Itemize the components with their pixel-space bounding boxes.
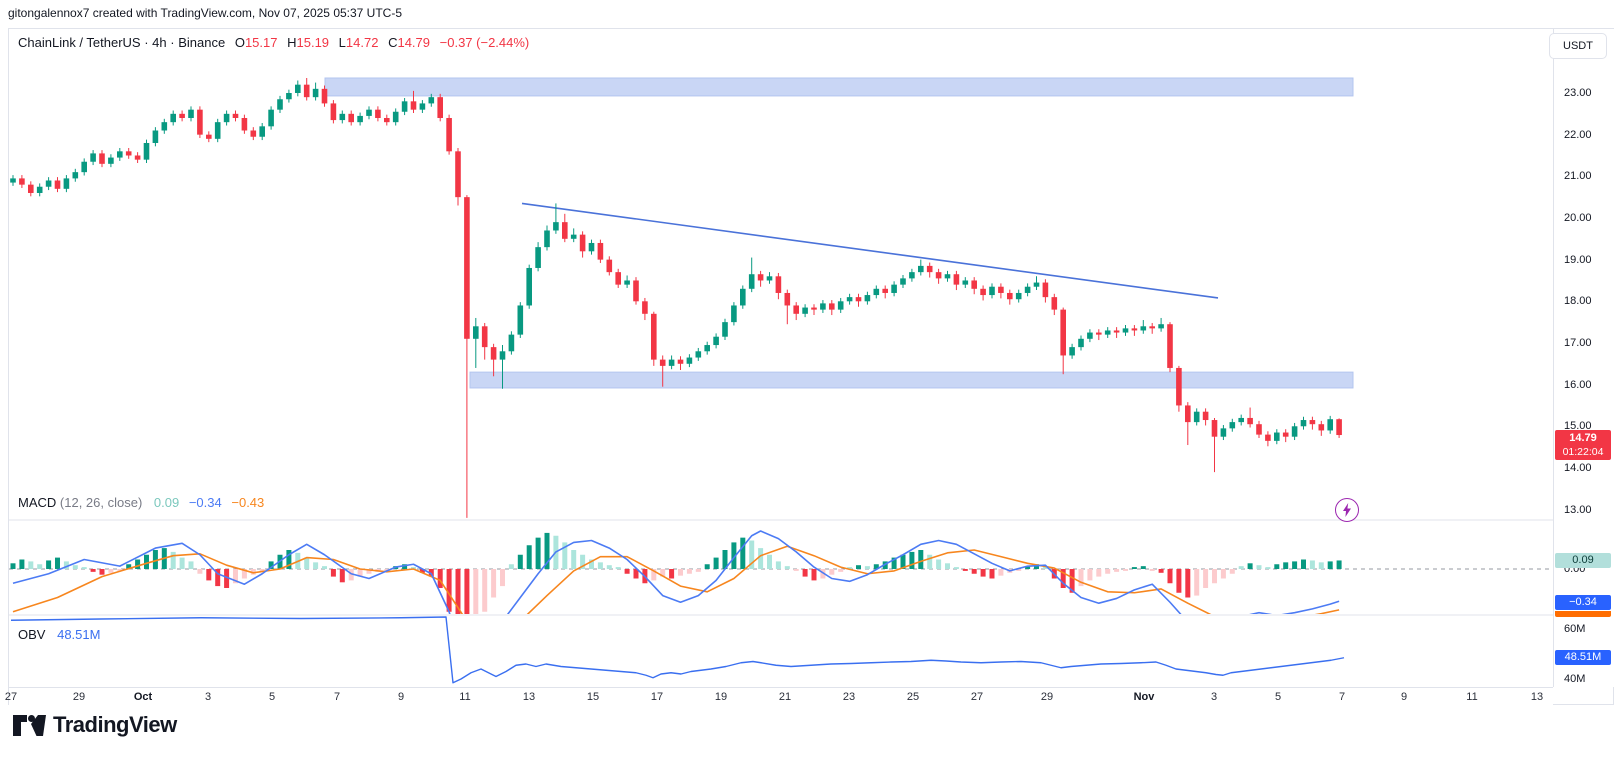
- obv-pane: [10, 616, 1345, 684]
- price-axis[interactable]: 0.09 0.00 −0.34 60M 48.51M 40M 14.79 01:…: [1553, 29, 1616, 687]
- time-label: 27: [970, 691, 984, 703]
- price-tick: 19.00: [1564, 253, 1592, 266]
- low-label: L: [338, 35, 346, 50]
- macd-hist-axis-badge: 0.09: [1555, 553, 1611, 568]
- supply-zone[interactable]: [324, 77, 1354, 97]
- chart-widget: ChainLink / TetherUS · 4h · Binance O15.…: [5, 28, 1616, 707]
- time-label: 5: [1274, 691, 1282, 703]
- time-label: 15: [586, 691, 600, 703]
- macd-legend[interactable]: MACD (12, 26, close) 0.09 −0.34 −0.43: [18, 495, 264, 510]
- obv-axis-tick-40m: 40M: [1564, 673, 1586, 685]
- price-tick: 14.00: [1564, 461, 1592, 474]
- time-label: 17: [650, 691, 664, 703]
- currency-usdt-button[interactable]: USDT: [1549, 33, 1607, 59]
- change-value: −0.37 (−2.44%): [439, 35, 530, 50]
- symbol-legend: ChainLink / TetherUS · 4h · Binance O15.…: [18, 35, 529, 50]
- interval-label: 4h: [152, 35, 167, 50]
- obv-axis-tick-60m: 60M: [1564, 623, 1586, 635]
- time-label: 13: [1530, 691, 1544, 703]
- time-label: 19: [714, 691, 728, 703]
- time-label: 25: [906, 691, 920, 703]
- price-tick: 15.00: [1564, 420, 1592, 433]
- time-label: 27: [4, 691, 18, 703]
- high-label: H: [287, 35, 297, 50]
- time-label: 9: [397, 691, 405, 703]
- price-tick: 21.00: [1564, 170, 1592, 183]
- obv-value: 48.51M: [57, 627, 101, 642]
- close-label: C: [388, 35, 398, 50]
- macd-pane: [9, 530, 1549, 614]
- time-label: 3: [1210, 691, 1218, 703]
- macd-signal-value: −0.43: [231, 495, 265, 510]
- symbol-title[interactable]: ChainLink / TetherUS · 4h · Binance: [18, 35, 226, 50]
- chart-canvas[interactable]: [9, 29, 1553, 687]
- macd-line-value: −0.34: [188, 495, 222, 510]
- price-tick: 23.00: [1564, 87, 1592, 99]
- tradingview-logo-text: TradingView: [53, 712, 177, 737]
- time-label: 13: [522, 691, 536, 703]
- time-label: 11: [459, 691, 471, 703]
- time-label: 7: [333, 691, 341, 703]
- price-tick: 16.00: [1564, 378, 1592, 391]
- price-tick: 13.00: [1564, 503, 1592, 516]
- time-label: 21: [778, 691, 792, 703]
- macd-line-axis-badge: −0.34: [1555, 595, 1611, 610]
- macd-params: (12, 26, close): [59, 495, 143, 510]
- obv-axis-badge: 48.51M: [1555, 650, 1611, 665]
- candlestick-series: [10, 78, 1342, 518]
- open-label: O: [234, 35, 245, 50]
- time-label: 9: [1400, 691, 1408, 703]
- time-label: Nov: [1133, 691, 1155, 703]
- bar-countdown: 01:22:04: [1562, 446, 1604, 458]
- price-tick: 22.00: [1564, 128, 1592, 141]
- descending-trendline[interactable]: [521, 202, 1219, 299]
- time-label: 5: [268, 691, 276, 703]
- macd-title: MACD: [18, 495, 57, 510]
- time-label: 29: [72, 691, 86, 703]
- macd-signal-axis-badge: [1555, 611, 1611, 617]
- price-tick: 18.00: [1564, 295, 1592, 308]
- lightning-bolt-icon[interactable]: [1335, 498, 1359, 522]
- time-label: 29: [1040, 691, 1054, 703]
- time-label: 3: [204, 691, 212, 703]
- price-tick: 20.00: [1564, 211, 1592, 224]
- time-label: 7: [1338, 691, 1346, 703]
- price-tick: 17.00: [1564, 336, 1592, 349]
- obv-title: OBV: [18, 627, 46, 642]
- macd-hist-value: 0.09: [153, 495, 180, 510]
- tradingview-logo[interactable]: TradingView: [13, 712, 177, 738]
- last-price-badge: 14.79 01:22:04: [1555, 430, 1611, 460]
- high-value: 15.19: [296, 35, 330, 50]
- time-axis[interactable]: 27 29 Oct 3 5 7 9 11 13 15 17 19 21 23 25 27 29 Nov 3 5 7 9 11…: [5, 687, 1553, 707]
- time-label: 23: [842, 691, 856, 703]
- time-label: 11: [1466, 691, 1478, 703]
- last-price-value: 14.79: [1569, 432, 1597, 444]
- tradingview-logo-icon: [13, 714, 46, 736]
- demand-zone[interactable]: [469, 371, 1354, 389]
- attribution-text: gitongalennox7 created with TradingView.…: [8, 6, 403, 20]
- exchange-label: Binance: [178, 35, 226, 50]
- open-value: 15.17: [244, 35, 278, 50]
- close-value: 14.79: [397, 35, 431, 50]
- time-label: Oct: [133, 691, 153, 703]
- obv-legend[interactable]: OBV 48.51M: [18, 627, 100, 642]
- low-value: 14.72: [345, 35, 379, 50]
